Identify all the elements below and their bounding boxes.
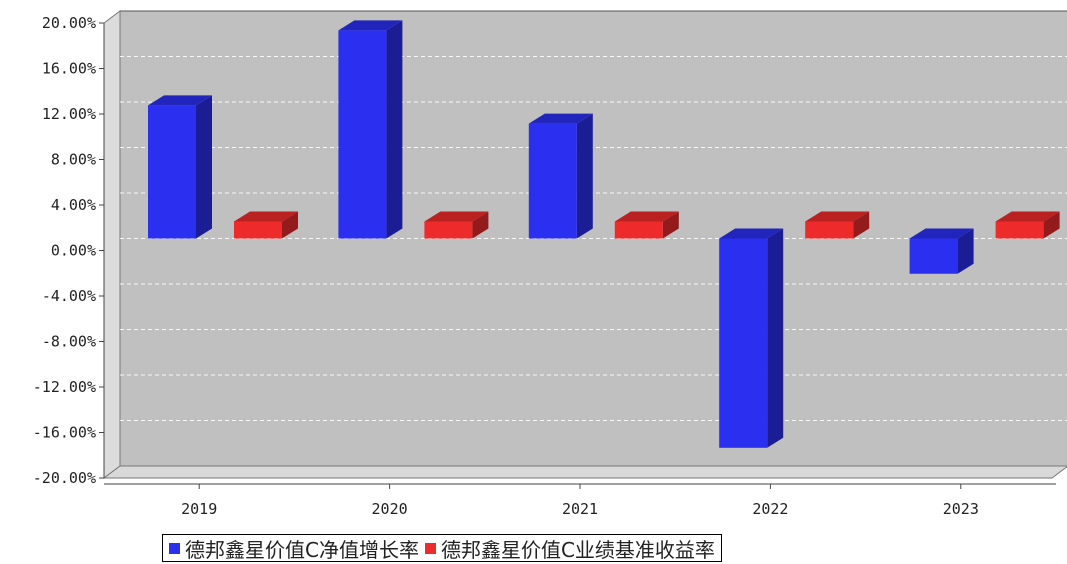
bar-nav-growth-2022: [719, 238, 768, 448]
bar-side: [472, 211, 489, 239]
legend-label-nav-growth: 德邦鑫星价值C净值增长率: [185, 537, 419, 562]
bar-nav-growth-2020: [338, 30, 387, 239]
bar-top: [805, 211, 870, 222]
bar-side: [957, 228, 974, 274]
y-tick-label: 20.00%: [42, 14, 96, 32]
y-tick-label: -16.00%: [33, 424, 96, 442]
bar-side: [662, 211, 679, 239]
plot-left-wall: [103, 10, 121, 479]
x-tick-label: 2019: [181, 500, 217, 518]
legend-swatch-red: [424, 542, 436, 554]
y-tick-label: 12.00%: [42, 105, 96, 123]
bar-benchmark-2021: [614, 221, 663, 239]
bar-top: [424, 211, 489, 222]
bar-top: [338, 20, 403, 31]
bar-top: [909, 228, 974, 239]
y-tick-label: -8.00%: [42, 333, 96, 351]
x-tick-label: 2020: [372, 500, 408, 518]
legend-item-benchmark: 德邦鑫星价值C业绩基准收益率: [424, 534, 715, 563]
bar-side: [196, 95, 212, 239]
bar-benchmark-2023: [995, 221, 1044, 239]
y-tick-label: 8.00%: [51, 151, 96, 169]
bar-top: [528, 113, 593, 124]
bar-side: [1043, 211, 1060, 239]
x-tick-label: 2022: [752, 500, 788, 518]
x-tick-label: 2021: [562, 500, 598, 518]
bar-top: [995, 211, 1060, 222]
plot-floor: [102, 465, 1067, 479]
bar-top: [148, 95, 212, 106]
bar-benchmark-2022: [805, 221, 854, 239]
bar-top: [719, 228, 784, 239]
y-tick-label: 4.00%: [51, 196, 96, 214]
bar-side: [386, 20, 403, 239]
bar-side: [767, 228, 784, 448]
legend: 德邦鑫星价值C净值增长率 德邦鑫星价值C业绩基准收益率: [162, 534, 722, 562]
bar-side: [282, 211, 298, 239]
bar-nav-growth-2019: [148, 105, 196, 239]
bar-top: [234, 211, 298, 222]
bar-nav-growth-2023: [909, 238, 958, 274]
y-tick-label: -12.00%: [33, 378, 96, 396]
bar-side: [853, 211, 870, 239]
legend-swatch-blue: [169, 542, 180, 554]
bar-nav-growth-2021: [528, 123, 577, 239]
bar-chart: 20.00% 16.00% 12.00% 8.00% 4.00% 0.00% -4.00% -…: [33, 10, 1067, 518]
legend-item-nav-growth: 德邦鑫星价值C净值增长率: [169, 534, 419, 563]
y-tick-label: 0.00%: [51, 242, 96, 260]
bar-benchmark-2020: [424, 221, 473, 239]
x-tick-label: 2023: [943, 500, 979, 518]
bar-side: [576, 113, 593, 239]
legend-label-benchmark: 德邦鑫星价值C业绩基准收益率: [440, 537, 715, 562]
bar-top: [614, 211, 679, 222]
bar-benchmark-2019: [234, 221, 282, 239]
y-tick-label: 16.00%: [42, 60, 96, 78]
y-tick-label: -20.00%: [33, 469, 96, 487]
y-tick-label: -4.00%: [42, 287, 96, 305]
